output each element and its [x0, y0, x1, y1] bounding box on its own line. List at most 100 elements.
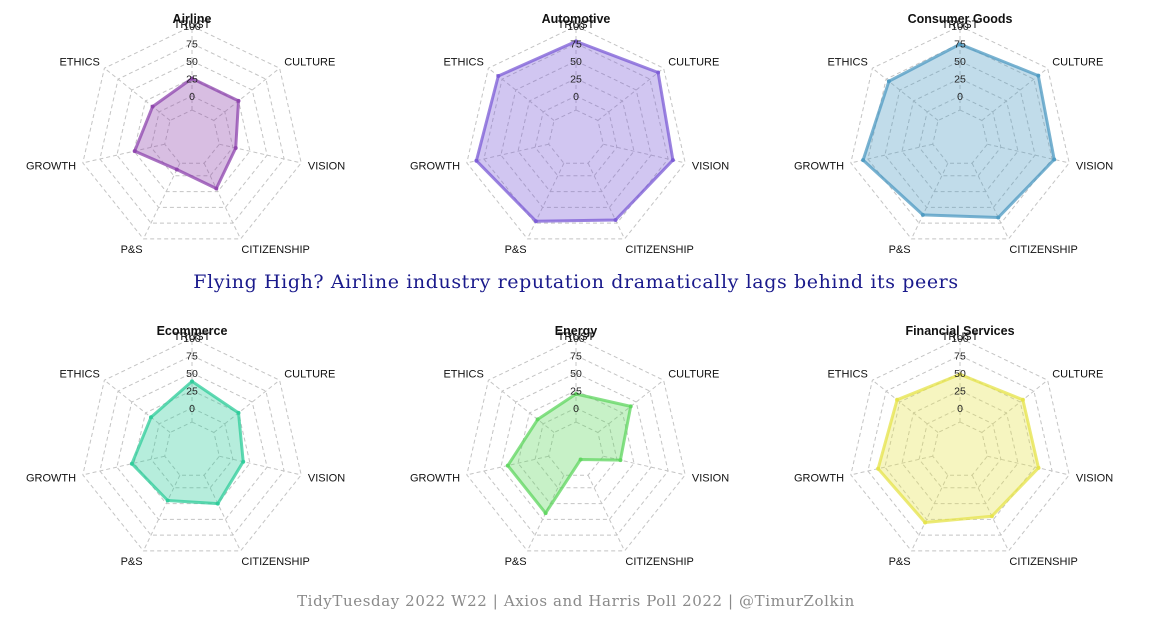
radar-point-ethics: [496, 74, 501, 78]
radar-axis-label-culture: CULTURE: [1052, 368, 1103, 380]
radar-spoke: [203, 474, 242, 552]
radar-axis-label-citizenship: CITIZENSHIP: [241, 244, 309, 256]
radar-tick-label: 0: [573, 403, 579, 415]
radar-axis-label-vision: VISION: [1076, 160, 1113, 172]
radar-grid-ring: [850, 25, 1070, 240]
radar-axis-label-citizenship: CITIZENSHIP: [1009, 556, 1077, 568]
radar-axis-label-pands: P&S: [889, 556, 911, 568]
radar-spoke: [142, 474, 181, 552]
radar-point-ethics: [150, 104, 155, 109]
radar-grid-ring: [133, 389, 251, 505]
radar-tick-label: 100: [951, 333, 969, 345]
radar-point-trust: [958, 42, 962, 47]
radar-point-trust: [574, 39, 578, 44]
radar-point-citizenship: [989, 514, 994, 519]
radar-tick-label: 75: [954, 39, 966, 51]
radar-tick-label: 25: [186, 74, 198, 86]
radar-tick-label: 100: [567, 333, 585, 345]
radar-point-pands: [174, 167, 179, 172]
radar-tick-label: 0: [957, 403, 963, 415]
radar-axis-label-growth: GROWTH: [26, 160, 76, 172]
radar-grid-ring: [850, 337, 1070, 552]
radar-point-trust: [190, 76, 194, 81]
radar-spoke: [142, 162, 181, 240]
radar-spoke: [82, 455, 165, 476]
radar-axis-label-ethics: ETHICS: [59, 56, 99, 68]
radar-axis-label-vision: VISION: [1076, 472, 1113, 484]
radar-axis-label-growth: GROWTH: [410, 160, 460, 172]
radar-spoke: [219, 455, 302, 476]
radar-tick-label: 100: [567, 21, 585, 33]
radar-tick-label: 25: [186, 386, 198, 398]
chart-title: Flying High? Airline industry reputation…: [193, 271, 959, 293]
radar-grid-ring: [884, 60, 1036, 208]
radar-tick-label: 25: [954, 74, 966, 86]
radar-grid-ring: [534, 407, 618, 489]
radar-point-pands: [923, 520, 928, 525]
radar-axis-label-vision: VISION: [308, 472, 345, 484]
radar-panel-title: Airline: [173, 12, 212, 26]
radar-spoke: [910, 474, 949, 552]
radar-axis-label-pands: P&S: [505, 244, 527, 256]
radar-grid-ring: [116, 372, 268, 520]
radar-point-vision: [233, 146, 238, 150]
radar-tick-label: 75: [186, 351, 198, 363]
radar-point-pands: [165, 498, 170, 503]
radar-axis-label-ethics: ETHICS: [443, 56, 483, 68]
radar-spoke: [850, 455, 933, 476]
chart-caption: TidyTuesday 2022 W22 | Axios and Harris …: [297, 592, 855, 610]
radar-axis-label-culture: CULTURE: [284, 56, 335, 68]
radar-tick-label: 75: [570, 39, 582, 51]
radar-grid-ring: [99, 42, 285, 224]
radar-axis-label-pands: P&S: [889, 244, 911, 256]
radar-axis-label-trust: TRUST: [942, 331, 979, 343]
radar-grid-ring: [116, 60, 268, 208]
radar-point-trust: [958, 372, 962, 377]
radar-point-pands: [543, 511, 548, 516]
radar-point-culture: [628, 404, 633, 409]
radar-panel-title: Consumer Goods: [908, 12, 1013, 26]
radar-area-energy: [506, 392, 633, 515]
radar-axis-label-growth: GROWTH: [410, 472, 460, 484]
radar-axis-label-pands: P&S: [121, 556, 143, 568]
radar-point-citizenship: [578, 457, 583, 462]
radar-point-growth: [876, 466, 881, 471]
radar-point-citizenship: [613, 218, 618, 222]
radar-spoke: [82, 143, 165, 164]
radar-axis-label-culture: CULTURE: [284, 368, 335, 380]
radar-grid-ring: [867, 42, 1053, 224]
radar-spoke: [526, 162, 565, 240]
radar-axis-label-trust: TRUST: [942, 19, 979, 31]
radar-axis-label-trust: TRUST: [558, 19, 595, 31]
radar-area-automotive: [474, 39, 675, 223]
radar-tick-label: 25: [570, 74, 582, 86]
radar-axis-label-growth: GROWTH: [26, 472, 76, 484]
radar-axis-label-pands: P&S: [505, 556, 527, 568]
radar-area-financial-services: [876, 372, 1040, 524]
radar-point-culture: [236, 98, 241, 103]
radar-axis-label-growth: GROWTH: [794, 472, 844, 484]
radar-point-pands: [920, 212, 925, 217]
radar-axis-label-ethics: ETHICS: [443, 368, 483, 380]
radar-grid-ring: [534, 95, 618, 177]
radar-axis-label-ethics: ETHICS: [827, 56, 867, 68]
radar-axis-label-vision: VISION: [308, 160, 345, 172]
radar-grid-ring: [164, 421, 220, 476]
radar-tick-label: 100: [183, 333, 201, 345]
radar-tick-label: 75: [570, 351, 582, 363]
radar-axis-label-ethics: ETHICS: [827, 368, 867, 380]
radar-grid-ring: [466, 25, 686, 240]
radar-tick-label: 0: [957, 91, 963, 103]
radar-area-airline: [133, 77, 240, 190]
radar-tick-label: 100: [183, 21, 201, 33]
radar-grid-ring: [918, 407, 1002, 489]
radar-point-citizenship: [214, 186, 219, 191]
radar-grid-ring: [483, 42, 669, 224]
radar-point-growth: [129, 461, 134, 466]
radar-axis-label-citizenship: CITIZENSHIP: [1009, 244, 1077, 256]
radar-tick-label: 100: [951, 21, 969, 33]
radar-spoke: [971, 474, 1010, 552]
radar-grid-ring: [932, 109, 988, 164]
